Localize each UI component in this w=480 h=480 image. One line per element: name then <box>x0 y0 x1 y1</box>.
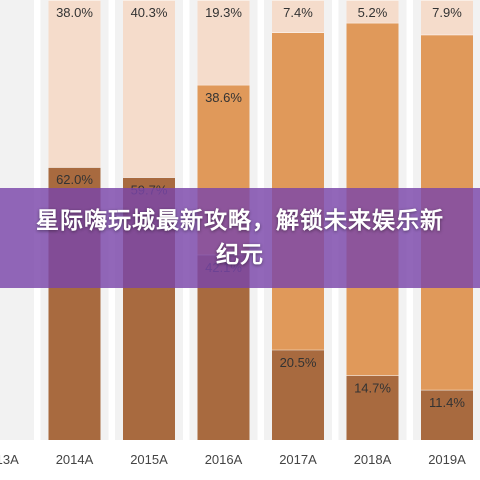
bar-segment <box>346 375 399 440</box>
bar-segment <box>197 0 250 85</box>
bar-segment <box>272 0 324 33</box>
bar-segment <box>421 389 473 440</box>
data-label: 19.3% <box>205 5 242 20</box>
data-label: 40.3% <box>131 5 168 20</box>
bar-segment <box>421 0 473 35</box>
data-label: 14.7% <box>354 380 391 395</box>
bar-segment <box>346 0 399 23</box>
title-banner: 星际嗨玩城最新攻略，解锁未来娱乐新纪元 <box>0 188 480 288</box>
data-label: 7.4% <box>283 5 313 20</box>
x-tick-label: 2016A <box>205 452 243 467</box>
bar-segment <box>48 0 101 168</box>
data-label: 62.0% <box>56 172 93 187</box>
x-tick-label: 2014A <box>56 452 94 467</box>
data-label: 38.6% <box>205 90 242 105</box>
bar-segment <box>123 0 175 178</box>
bar-segment <box>272 349 324 440</box>
x-tick-label: 2019A <box>428 452 466 467</box>
data-label: 5.2% <box>358 5 388 20</box>
x-tick-label: 2017A <box>279 452 317 467</box>
x-tick-label: 2018A <box>354 452 392 467</box>
data-label: 11.4% <box>429 395 465 410</box>
x-tick-label: 2015A <box>130 452 168 467</box>
banner-title: 星际嗨玩城最新攻略，解锁未来娱乐新纪元 <box>36 208 444 268</box>
data-label: 7.9% <box>432 5 462 20</box>
x-tick-label: 2013A <box>0 452 19 467</box>
data-label: 38.0% <box>56 5 93 20</box>
data-label: 20.5% <box>280 355 317 370</box>
